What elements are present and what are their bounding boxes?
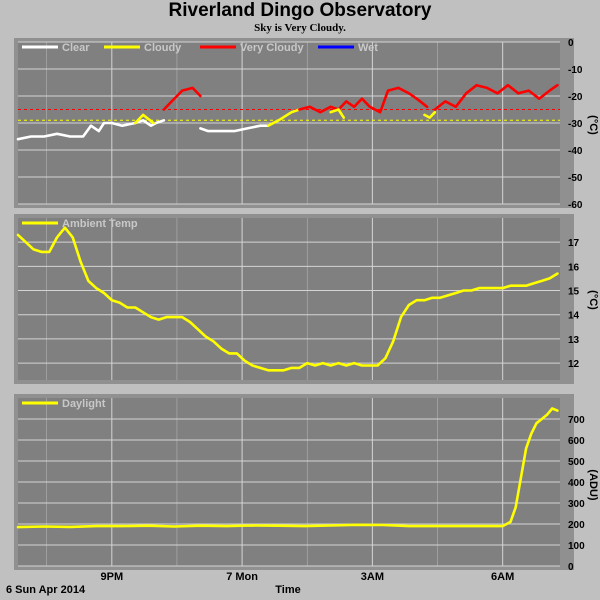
legend-label: Daylight (62, 398, 106, 410)
y-tick-label: 17 (568, 238, 580, 249)
y-tick-label: 12 (568, 359, 580, 370)
legend: Ambient Temp (22, 218, 138, 230)
panel-daylight: 0 100 200 300 400 500 600 700 Daylight (ADU) (14, 394, 599, 573)
y-tick-label: 300 (568, 499, 585, 510)
legend-label: Cloudy (144, 42, 182, 54)
y-tick-label: 0 (568, 38, 574, 49)
x-tick-label: 6AM (491, 571, 514, 583)
grid-lines (18, 218, 560, 380)
panel-ambient-temp: 12 13 14 15 16 17 Ambient Temp (°C) (14, 214, 599, 384)
y-axis-label: (ADU) (587, 469, 599, 500)
y-tick-label: 200 (568, 520, 585, 531)
series-line-cloudy (266, 108, 301, 127)
data-series (16, 83, 559, 141)
grid-lines (18, 398, 560, 567)
y-tick-label: 400 (568, 478, 585, 489)
x-tick-label: 9PM (100, 571, 123, 583)
y-tick-label: 16 (568, 262, 580, 273)
series-line-clear (16, 119, 166, 141)
y-tick-label: -50 (568, 173, 583, 184)
series-line-very-cloudy (433, 83, 559, 111)
data-series (16, 407, 559, 529)
series-line-cloudy (134, 113, 155, 125)
series-line-cloudy (329, 108, 346, 119)
y-axis-label: (°C) (587, 290, 599, 310)
x-tick-label: 3AM (361, 571, 384, 583)
legend-label: Clear (62, 42, 90, 54)
y-tick-label: -20 (568, 92, 583, 103)
series-line-very-cloudy (397, 86, 429, 109)
series-line-very-cloudy (162, 86, 202, 111)
y-tick-label: 700 (568, 415, 585, 426)
y-tick-label: -60 (568, 200, 583, 211)
legend: Daylight (22, 398, 106, 410)
y-axis-label: (°C) (587, 115, 599, 135)
x-tick-label: 7 Mon (226, 571, 258, 583)
y-tick-label: 100 (568, 541, 585, 552)
y-tick-label: 13 (568, 335, 580, 346)
series-line-very-cloudy (298, 86, 400, 114)
y-tick-label: 14 (568, 311, 580, 322)
series-line-daylight (16, 407, 559, 529)
legend-label: Very Cloudy (240, 42, 304, 54)
panel-sky-temperature: 0 -10 -20 -30 -40 -50 -60 Clear Cloudy Very Clou… (14, 38, 599, 211)
y-tick-label: -30 (568, 119, 583, 130)
y-tick-label: 500 (568, 457, 585, 468)
legend-label: Ambient Temp (62, 218, 138, 230)
plot-area (18, 218, 560, 380)
series-line-ambient-temp (16, 226, 559, 372)
y-tick-labels: 0 -10 -20 -30 -40 -50 -60 (568, 38, 583, 211)
series-line-cloudy (423, 110, 437, 119)
y-tick-label: 600 (568, 436, 585, 447)
series-line-clear (199, 124, 270, 133)
legend-label: Wet (358, 42, 378, 54)
x-tick-labels: 9PM 7 Mon 3AM 6AM (100, 571, 514, 583)
sky-status-subtitle: Sky is Very Cloudy. (254, 22, 346, 34)
y-tick-labels: 0 100 200 300 400 500 600 700 (568, 415, 585, 573)
legend: Clear Cloudy Very Cloudy Wet (22, 42, 378, 54)
y-tick-labels: 12 13 14 15 16 17 (568, 238, 580, 370)
data-series (16, 226, 559, 372)
date-label: 6 Sun Apr 2014 (6, 584, 86, 596)
y-tick-label: -10 (568, 65, 583, 76)
title-block: Riverland Dingo Observatory Sky is Very … (0, 0, 600, 34)
y-tick-label: -40 (568, 146, 583, 157)
page-title: Riverland Dingo Observatory (168, 0, 432, 21)
y-tick-label: 15 (568, 287, 580, 298)
y-tick-label: 0 (568, 562, 574, 573)
x-axis-title: Time (275, 584, 300, 596)
